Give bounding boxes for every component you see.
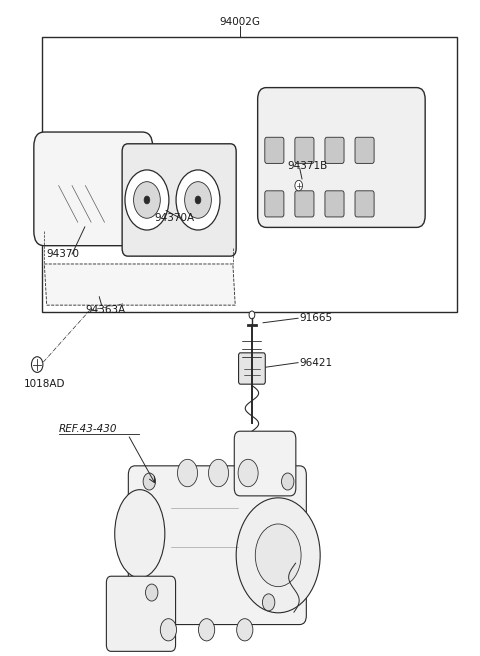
Circle shape bbox=[236, 498, 320, 613]
FancyBboxPatch shape bbox=[325, 191, 344, 217]
Circle shape bbox=[199, 619, 215, 641]
Circle shape bbox=[185, 182, 211, 218]
FancyBboxPatch shape bbox=[122, 144, 236, 256]
Text: 94002G: 94002G bbox=[219, 17, 261, 28]
Text: 94370A: 94370A bbox=[154, 213, 194, 223]
Circle shape bbox=[125, 170, 169, 230]
Circle shape bbox=[295, 180, 302, 191]
Text: 1018AD: 1018AD bbox=[24, 379, 65, 388]
Circle shape bbox=[255, 524, 301, 586]
Ellipse shape bbox=[115, 489, 165, 578]
FancyBboxPatch shape bbox=[265, 137, 284, 163]
Circle shape bbox=[160, 619, 177, 641]
FancyBboxPatch shape bbox=[355, 191, 374, 217]
FancyBboxPatch shape bbox=[355, 137, 374, 163]
Circle shape bbox=[195, 196, 201, 204]
Circle shape bbox=[144, 196, 150, 204]
Circle shape bbox=[208, 459, 228, 487]
Circle shape bbox=[178, 459, 198, 487]
Circle shape bbox=[133, 182, 160, 218]
Circle shape bbox=[263, 594, 275, 611]
Circle shape bbox=[249, 311, 255, 319]
FancyBboxPatch shape bbox=[258, 88, 425, 228]
Text: 96421: 96421 bbox=[300, 358, 333, 367]
Text: 94370: 94370 bbox=[47, 249, 80, 259]
FancyBboxPatch shape bbox=[234, 431, 296, 496]
Text: 91665: 91665 bbox=[300, 313, 333, 323]
FancyBboxPatch shape bbox=[295, 191, 314, 217]
FancyBboxPatch shape bbox=[325, 137, 344, 163]
FancyBboxPatch shape bbox=[34, 132, 153, 246]
Text: 94371B: 94371B bbox=[288, 161, 328, 171]
Bar bbox=[42, 37, 457, 312]
FancyBboxPatch shape bbox=[107, 576, 176, 651]
Circle shape bbox=[145, 584, 158, 601]
Circle shape bbox=[32, 357, 43, 373]
Text: 94363A: 94363A bbox=[85, 304, 125, 315]
Circle shape bbox=[238, 459, 258, 487]
FancyBboxPatch shape bbox=[239, 353, 265, 384]
Polygon shape bbox=[44, 264, 235, 305]
FancyBboxPatch shape bbox=[295, 137, 314, 163]
Circle shape bbox=[237, 619, 253, 641]
Circle shape bbox=[281, 473, 294, 490]
Circle shape bbox=[143, 473, 156, 490]
FancyBboxPatch shape bbox=[265, 191, 284, 217]
FancyBboxPatch shape bbox=[128, 466, 306, 625]
Text: REF.43-430: REF.43-430 bbox=[59, 424, 117, 434]
Circle shape bbox=[176, 170, 220, 230]
